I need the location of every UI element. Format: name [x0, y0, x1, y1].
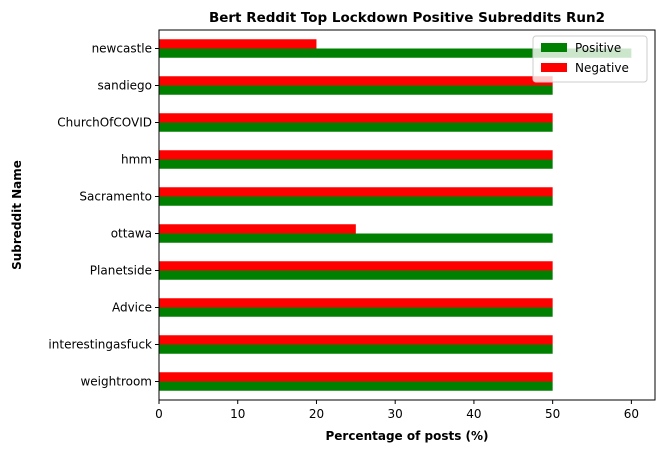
- y-tick-label: ChurchOfCOVID: [57, 116, 152, 130]
- bar-positive: [159, 344, 553, 354]
- bar-positive: [159, 85, 553, 95]
- y-tick-label: hmm: [121, 153, 152, 167]
- y-tick-label: sandiego: [97, 79, 152, 93]
- x-tick-label: 10: [230, 407, 245, 421]
- y-tick-label: newcastle: [92, 42, 152, 56]
- y-tick-label: Sacramento: [79, 190, 152, 204]
- x-tick-label: 0: [155, 407, 163, 421]
- x-tick-label: 30: [388, 407, 403, 421]
- bar-positive: [159, 48, 632, 58]
- bar-positive: [159, 381, 553, 391]
- bar-positive: [159, 270, 553, 280]
- x-axis-title: Percentage of posts (%): [325, 429, 488, 443]
- bar-negative: [159, 298, 553, 308]
- legend-swatch: [541, 63, 567, 72]
- legend-label: Negative: [575, 61, 629, 75]
- bar-positive: [159, 122, 553, 132]
- bar-negative: [159, 224, 356, 234]
- y-tick-label: Advice: [112, 301, 152, 315]
- bar-positive: [159, 159, 553, 169]
- bar-negative: [159, 150, 553, 160]
- y-tick-label: interestingasfuck: [48, 338, 152, 352]
- bar-negative: [159, 372, 553, 382]
- bar-positive: [159, 307, 553, 317]
- x-tick-label: 60: [624, 407, 639, 421]
- x-tick-label: 50: [545, 407, 560, 421]
- axis-ticks: newcastle sandiego ChurchOfCOVID hmm Sacrame…: [48, 42, 639, 422]
- bar-negative: [159, 261, 553, 271]
- bar-negative: [159, 39, 317, 49]
- bar-positive: [159, 196, 553, 206]
- y-tick-label: Planetside: [90, 264, 152, 278]
- x-tick-label: 40: [466, 407, 481, 421]
- bar-negative: [159, 335, 553, 345]
- bar-negative: [159, 187, 553, 197]
- plot-frame: [158, 29, 656, 401]
- bar-positive: [159, 233, 553, 243]
- legend-swatch: [541, 43, 567, 52]
- y-tick-label: ottawa: [111, 227, 152, 241]
- chart-title: Bert Reddit Top Lockdown Positive Subred…: [209, 10, 605, 26]
- bar-negative: [159, 76, 553, 86]
- legend: Positive Negative: [532, 35, 648, 83]
- y-tick-label: weightroom: [80, 375, 152, 389]
- y-axis-title: Subreddit Name: [10, 160, 24, 270]
- x-tick-label: 20: [309, 407, 324, 421]
- legend-label: Positive: [575, 41, 621, 55]
- bar-negative: [159, 113, 553, 123]
- plot-area: [159, 39, 632, 391]
